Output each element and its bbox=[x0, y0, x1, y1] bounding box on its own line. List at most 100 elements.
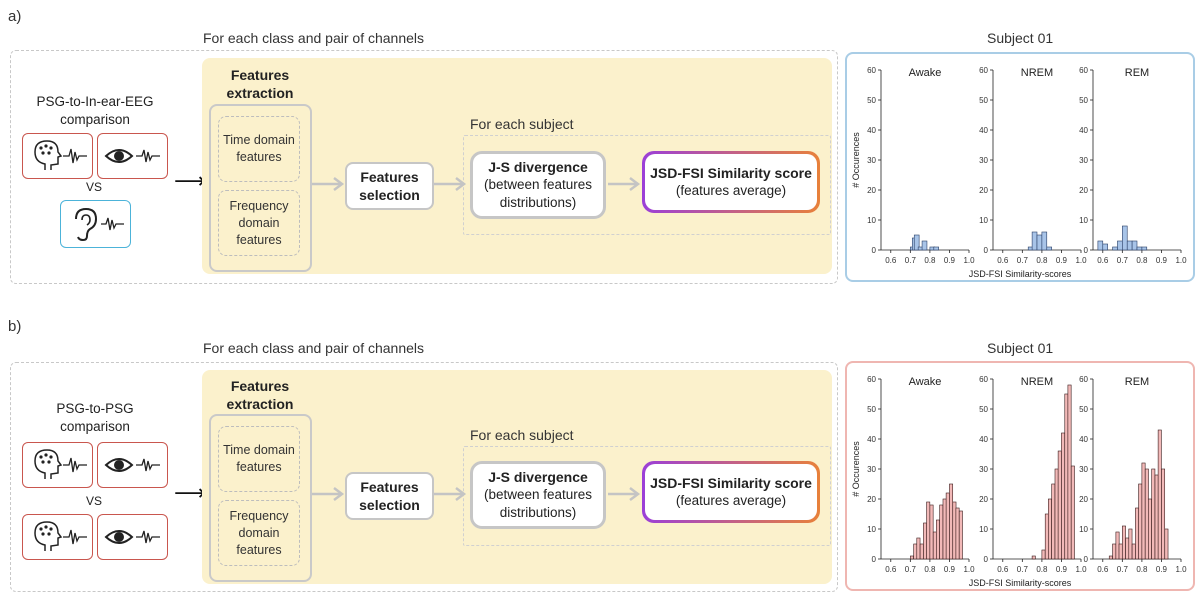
flow-arrow-icon: ⟶ bbox=[174, 480, 206, 505]
y-tick-label: 40 bbox=[867, 435, 876, 444]
eye-icon bbox=[104, 530, 160, 544]
x-tick-label: 1.0 bbox=[1175, 256, 1187, 265]
head-eeg-icon bbox=[34, 449, 87, 479]
histogram-bar bbox=[1154, 474, 1159, 560]
histogram-bar bbox=[1115, 531, 1120, 560]
histogram-bar bbox=[936, 519, 940, 560]
head-eeg-icon bbox=[34, 521, 87, 551]
flow-arrow-icon: ⟶ bbox=[174, 168, 206, 193]
histogram-bar bbox=[1102, 243, 1108, 251]
y-tick-label: 30 bbox=[867, 465, 876, 474]
x-tick-label: 1.0 bbox=[1175, 565, 1187, 574]
frequency-domain-box: Frequency domain features bbox=[218, 190, 300, 256]
histogram-bar bbox=[919, 543, 924, 560]
x-tick-label: 0.9 bbox=[1056, 565, 1068, 574]
y-tick-label: 20 bbox=[867, 495, 876, 504]
eeg-channel-card bbox=[22, 514, 93, 560]
js-subtitle: (between features distributions) bbox=[483, 487, 593, 520]
y-tick-label: 30 bbox=[979, 465, 988, 474]
time-domain-box: Time domain features bbox=[218, 116, 300, 182]
subplot-title: Awake bbox=[909, 376, 942, 388]
arrow-icon bbox=[312, 177, 345, 191]
histogram-bar bbox=[1144, 468, 1149, 560]
histogram-bar bbox=[929, 504, 934, 560]
histogram-bar bbox=[923, 522, 928, 560]
y-tick-label: 60 bbox=[867, 66, 876, 75]
histogram-bar bbox=[1041, 549, 1046, 560]
y-tick-label: 50 bbox=[1079, 96, 1088, 105]
histogram-bar bbox=[952, 501, 957, 560]
y-tick-label: 10 bbox=[867, 525, 876, 534]
panel-label: a) bbox=[8, 8, 22, 25]
histogram-bar bbox=[1046, 246, 1052, 251]
subject-loop-frame bbox=[463, 446, 831, 546]
score-title: JSD-FSI Similarity score bbox=[650, 165, 812, 181]
feature-extraction-title: Features extraction bbox=[226, 67, 294, 101]
y-tick-label: 50 bbox=[867, 96, 876, 105]
x-tick-label: 1.0 bbox=[963, 565, 975, 574]
histogram-bar bbox=[1141, 462, 1146, 560]
histogram-bar bbox=[1064, 393, 1069, 560]
histogram-bar bbox=[1131, 543, 1136, 560]
time-domain-box: Time domain features bbox=[218, 426, 300, 492]
x-tick-label: 0.7 bbox=[1117, 565, 1129, 574]
y-tick-label: 60 bbox=[979, 66, 988, 75]
histogram-bar bbox=[932, 531, 937, 560]
y-tick-label: 50 bbox=[979, 405, 988, 414]
x-tick-label: 0.9 bbox=[1156, 256, 1168, 265]
ear-channel-card bbox=[60, 200, 131, 248]
x-tick-label: 0.9 bbox=[1156, 565, 1168, 574]
feature-extraction-title: Features extraction bbox=[226, 378, 294, 412]
x-tick-label: 0.9 bbox=[1056, 256, 1068, 265]
arrow-icon bbox=[608, 177, 641, 191]
score-subtitle: (features average) bbox=[675, 493, 787, 508]
histogram-bar bbox=[955, 507, 960, 560]
y-tick-label: 10 bbox=[979, 525, 988, 534]
x-tick-label: 0.7 bbox=[905, 565, 917, 574]
histogram-bar bbox=[1131, 240, 1138, 251]
x-tick-label: 1.0 bbox=[1075, 565, 1087, 574]
histogram-bar bbox=[1164, 528, 1169, 560]
histogram-bar bbox=[1148, 498, 1152, 560]
histogram-bar bbox=[1048, 498, 1052, 560]
histogram-bar bbox=[933, 246, 939, 251]
y-tick-label: 30 bbox=[1079, 465, 1088, 474]
similarity-score-box: JSD-FSI Similarity score (features avera… bbox=[642, 461, 820, 523]
x-tick-label: 0.9 bbox=[944, 565, 956, 574]
chart-title: Subject 01 bbox=[987, 30, 1054, 46]
histogram-chart: Awake 0 10 20 30 40 50 60 0.6 0.7 0.8 0.9 1.0 NREM 0 10… bbox=[851, 375, 1187, 588]
histogram-bar bbox=[1161, 468, 1166, 560]
eog-channel-card bbox=[97, 133, 168, 179]
y-tick-label: 60 bbox=[1079, 66, 1088, 75]
histogram-bar bbox=[1044, 513, 1049, 560]
x-tick-label: 0.8 bbox=[924, 565, 936, 574]
y-tick-label: 40 bbox=[1079, 126, 1088, 135]
y-tick-label: 60 bbox=[979, 375, 988, 384]
y-tick-label: 20 bbox=[867, 186, 876, 195]
histogram-bar bbox=[1054, 468, 1059, 560]
x-tick-label: 0.7 bbox=[1017, 565, 1029, 574]
y-tick-label: 20 bbox=[979, 186, 988, 195]
histogram-bar bbox=[1031, 231, 1038, 251]
x-tick-label: 0.8 bbox=[1036, 256, 1048, 265]
x-tick-label: 0.6 bbox=[997, 256, 1009, 265]
subplot-title: REM bbox=[1125, 376, 1149, 388]
score-title: JSD-FSI Similarity score bbox=[650, 475, 812, 491]
x-tick-label: 0.8 bbox=[1036, 565, 1048, 574]
eog-channel-card bbox=[97, 442, 168, 488]
subplot-title: NREM bbox=[1021, 67, 1053, 79]
y-tick-label: 60 bbox=[1079, 375, 1088, 384]
histogram-bar bbox=[1136, 246, 1143, 251]
histogram-bar bbox=[916, 537, 921, 560]
histogram-bar bbox=[939, 504, 944, 560]
chart-frame: Awake 0 10 20 30 40 50 60 0.6 0.7 0.8 0.9 1.0 NREM 0 10… bbox=[845, 361, 1195, 591]
comparison-title: PSG-to-PSG comparison bbox=[56, 401, 134, 434]
histogram-bar bbox=[1157, 429, 1162, 560]
js-title: J-S divergence bbox=[488, 469, 588, 485]
histogram-bar bbox=[1051, 483, 1056, 560]
x-tick-label: 0.6 bbox=[1097, 256, 1109, 265]
histogram-bar bbox=[945, 492, 950, 560]
x-tick-label: 0.9 bbox=[944, 256, 956, 265]
y-tick-label: 0 bbox=[1084, 246, 1089, 255]
y-tick-label: 20 bbox=[979, 495, 988, 504]
